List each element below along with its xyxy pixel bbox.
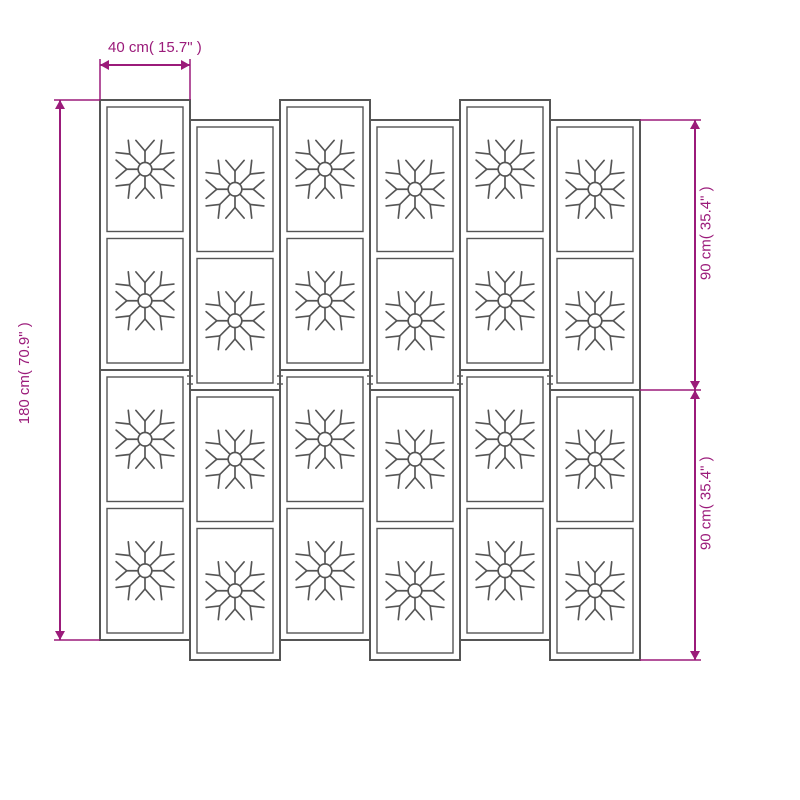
diagram-stage: 40 cm( 15.7" ) 180 cm( 70.9" ) 90 cm( 35… xyxy=(0,0,800,800)
dimension-label-full-height: 180 cm( 70.9" ) xyxy=(17,322,34,424)
dimension-label-top-half: 90 cm( 35.4" ) xyxy=(699,186,716,280)
dimension-label-panel-width: 40 cm( 15.7" ) xyxy=(108,40,202,57)
dimension-label-bottom-half: 90 cm( 35.4" ) xyxy=(699,456,716,550)
dimension-drawing-svg xyxy=(0,0,800,800)
